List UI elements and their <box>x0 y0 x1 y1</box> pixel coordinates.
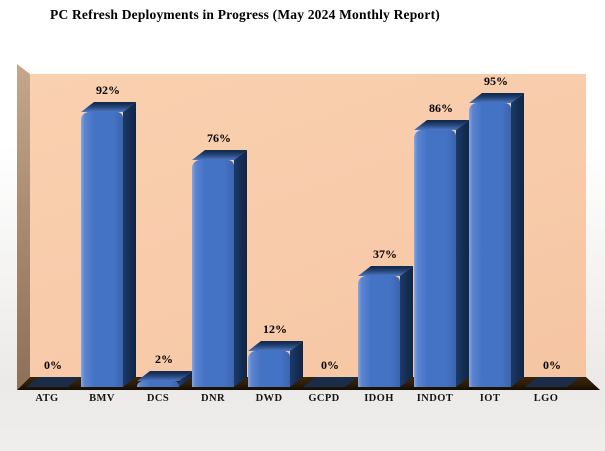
bar-top-IOT <box>469 93 524 103</box>
bar-side-DWD <box>290 341 303 387</box>
chart-title: PC Refresh Deployments in Progress (May … <box>50 7 440 22</box>
data-label-BMV: 92% <box>96 83 120 97</box>
bar-side-IDOH <box>400 266 413 387</box>
bar-side-INDOT <box>456 120 469 387</box>
data-label-LGO: 0% <box>543 358 561 372</box>
bar-IDOH <box>358 276 400 387</box>
bar-BMV <box>81 112 123 387</box>
data-label-GCPD: 0% <box>321 358 339 372</box>
category-label-DNR: DNR <box>201 393 225 404</box>
data-label-ATG: 0% <box>44 358 62 372</box>
bar-top-DWD <box>248 341 303 351</box>
data-label-DWD: 12% <box>263 322 287 336</box>
bar-DCS <box>137 381 179 387</box>
bar-top-IDOH <box>358 266 413 276</box>
category-label-BMV: BMV <box>89 393 115 404</box>
bar-top-BMV <box>81 102 136 112</box>
bar-IOT <box>469 103 511 387</box>
category-label-LGO: LGO <box>533 393 559 404</box>
category-label-IDOH: IDOH <box>364 393 394 404</box>
category-label-DCS: DCS <box>146 393 170 404</box>
bar-side-BMV <box>123 102 136 387</box>
bar-DWD <box>248 351 290 387</box>
category-label-INDOT: INDOT <box>416 393 454 404</box>
bar-top-GCPD <box>303 377 358 387</box>
category-label-GCPD: GCPD <box>308 393 340 404</box>
bar-INDOT <box>414 130 456 387</box>
category-label-IOT: IOT <box>479 393 501 404</box>
data-label-INDOT: 86% <box>429 101 453 115</box>
category-label-ATG: ATG <box>35 393 59 404</box>
bar-DNR <box>192 160 234 387</box>
data-label-DCS: 2% <box>155 352 173 366</box>
data-label-IDOH: 37% <box>373 247 397 261</box>
chart-side-wall <box>17 64 30 390</box>
category-label-DWD: DWD <box>255 393 283 404</box>
bar-side-IOT <box>511 93 524 387</box>
bar-top-INDOT <box>414 120 469 130</box>
bar-top-LGO <box>525 377 580 387</box>
bar-side-DNR <box>234 150 247 387</box>
bar-top-DNR <box>192 150 247 160</box>
bar-top-ATG <box>26 377 81 387</box>
data-label-IOT: 95% <box>484 74 508 88</box>
data-label-DNR: 76% <box>207 131 231 145</box>
bar-top-DCS <box>137 371 192 381</box>
